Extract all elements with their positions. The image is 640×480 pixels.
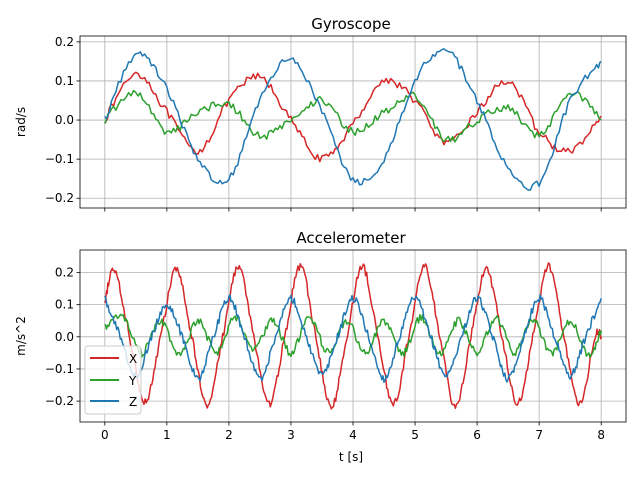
- accelerometer-ticks: 0 1 2 3 4 5 6 7 8 −0.2 −0.1 0.0 0.1 0.2: [45, 266, 605, 442]
- accelerometer-series-line-0: [104, 262, 602, 410]
- accelerometer-series-line-2: [104, 294, 602, 384]
- gyroscope-ytick-label: 0.2: [55, 35, 74, 49]
- gyroscope-ytick-label: −0.2: [45, 191, 74, 205]
- accelerometer-xtick-label: 4: [349, 428, 357, 442]
- accelerometer-xtick-label: 5: [411, 428, 419, 442]
- accelerometer-xtick-label: 0: [101, 428, 109, 442]
- legend: X Y Z: [84, 345, 142, 415]
- legend-label-x: X: [129, 352, 137, 366]
- gyroscope-ylabel: rad/s: [14, 107, 28, 137]
- accelerometer-xtick-label: 6: [473, 428, 481, 442]
- accelerometer-title: Accelerometer: [296, 229, 406, 247]
- accelerometer-ylabel: m/s^2: [14, 316, 28, 356]
- accelerometer-ytick-label: 0.1: [55, 298, 74, 312]
- accelerometer-ytick-label: 0.2: [55, 266, 74, 280]
- accelerometer-xtick-label: 2: [225, 428, 233, 442]
- accelerometer-ytick-label: −0.1: [45, 362, 74, 376]
- gyroscope-series: [104, 48, 602, 191]
- gyroscope-title: Gyroscope: [311, 15, 391, 33]
- accelerometer-series: [104, 262, 602, 410]
- gyroscope-ytick-label: 0.1: [55, 74, 74, 88]
- accelerometer-xtick-label: 1: [163, 428, 171, 442]
- gyroscope-series-line-0: [104, 71, 602, 163]
- accelerometer-xtick-label: 7: [535, 428, 543, 442]
- gyroscope-ytick-label: 0.0: [55, 113, 74, 127]
- gyroscope-panel: Gyroscope −0.2 −0.1 0.0 0.1 0.2 rad/s: [14, 15, 627, 212]
- accelerometer-ytick-label: 0.0: [55, 330, 74, 344]
- accelerometer-panel: Accelerometer 0 1 2 3 4 5 6 7 8 −0.2 −0.1 0.0 0.1 0.2…: [14, 229, 627, 464]
- accelerometer-grid: [80, 250, 626, 422]
- accelerometer-ytick-label: −0.2: [45, 394, 74, 408]
- gyroscope-ytick-label: −0.1: [45, 152, 74, 166]
- legend-label-z: Z: [129, 395, 137, 409]
- gyroscope-series-line-1: [104, 89, 602, 143]
- legend-label-y: Y: [128, 374, 137, 388]
- accelerometer-xtick-label: 3: [287, 428, 295, 442]
- accelerometer-xlabel: t [s]: [339, 450, 363, 464]
- accelerometer-xtick-label: 8: [597, 428, 605, 442]
- gyroscope-ticks: −0.2 −0.1 0.0 0.1 0.2: [45, 35, 602, 212]
- gyroscope-series-line-2: [104, 48, 602, 191]
